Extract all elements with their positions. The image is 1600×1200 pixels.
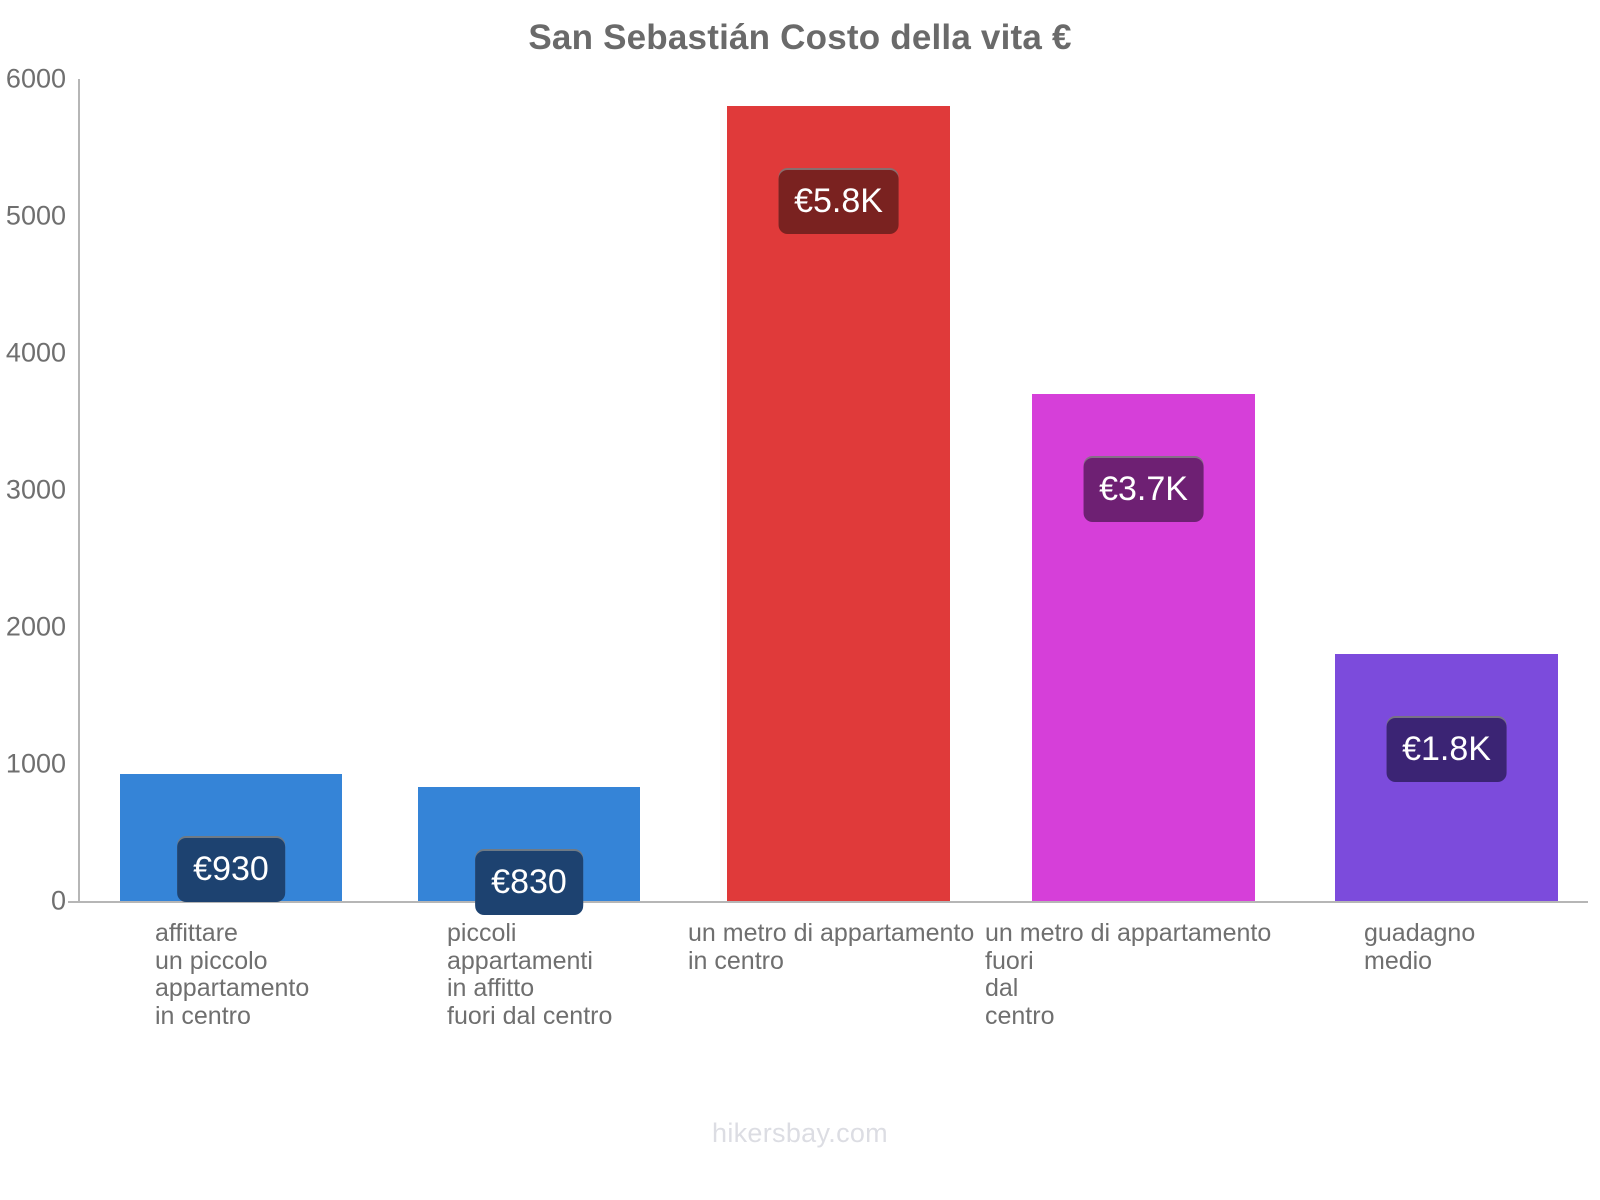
y-tick-label-2000: 2000 [5, 611, 66, 642]
x-category-label-3: un metro di appartamento fuori dal centr… [985, 919, 1272, 1030]
x-category-label-2: un metro di appartamento in centro [688, 919, 975, 975]
bar-1[interactable]: €830 [418, 787, 640, 916]
y-tick-label-0: 0 [50, 885, 66, 916]
x-category-label-0: affittare un piccolo appartamento in cen… [155, 919, 310, 1030]
bar-3-value-label: €3.7K [1083, 458, 1204, 523]
chart-title: San Sebastián Costo della vita € [528, 18, 1072, 57]
bar-4[interactable]: €1.8K [1335, 654, 1558, 901]
bar-1-value-label: €830 [475, 851, 583, 916]
x-axis-line [68, 901, 1588, 903]
y-tick-label-6000: 6000 [5, 63, 66, 94]
bar-3[interactable]: €3.7K [1032, 394, 1255, 901]
bar-0[interactable]: €930 [120, 773, 342, 902]
y-tick-label-4000: 4000 [5, 337, 66, 368]
bar-2[interactable]: €5.8K [727, 106, 950, 901]
y-axis-line [78, 79, 80, 902]
y-tick-label-3000: 3000 [5, 474, 66, 505]
y-tick-label-5000: 5000 [5, 200, 66, 231]
plot-area: €930 €830 €5.8K €3.7K €1.8K [78, 79, 1558, 916]
watermark: hikersbay.com [712, 1118, 888, 1148]
x-category-label-1: piccoli appartamenti in affitto fuori da… [447, 919, 613, 1030]
bar-2-fill [727, 106, 950, 901]
x-category-label-4: guadagno medio [1364, 919, 1476, 975]
bar-2-value-label: €5.8K [778, 170, 899, 235]
y-tick-label-1000: 1000 [5, 748, 66, 779]
bar-4-value-label: €1.8K [1386, 718, 1507, 783]
bar-0-value-label: €930 [177, 837, 285, 902]
